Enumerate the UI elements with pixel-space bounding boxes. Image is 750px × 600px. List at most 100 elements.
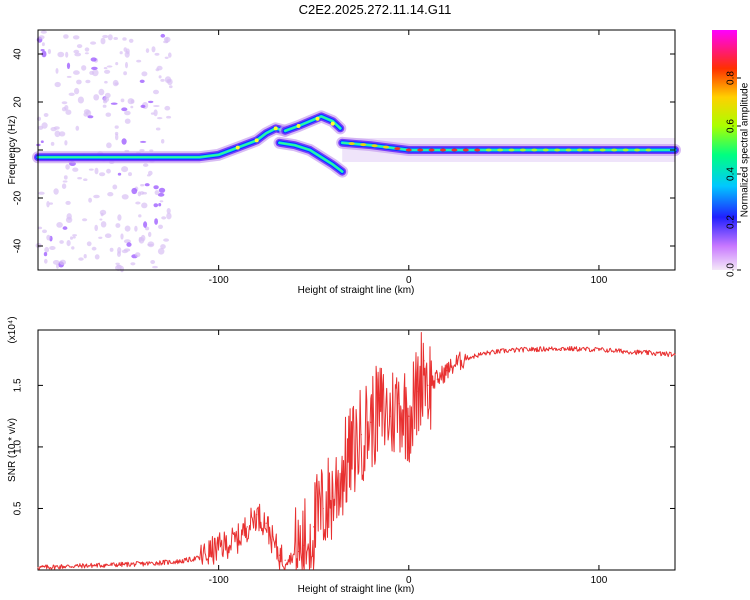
ridge-hotspot (497, 148, 504, 152)
ridge-hotspot (508, 148, 515, 152)
noise-speck (102, 34, 109, 39)
noise-speck (56, 222, 63, 228)
y-tick-label: 40 (13, 48, 24, 60)
ridge-hotspot (315, 116, 320, 121)
noise-speck (55, 68, 59, 74)
noise-speck (65, 200, 71, 205)
noise-speck (123, 71, 127, 76)
noise-speck (166, 115, 172, 119)
snr-frame (37, 329, 676, 571)
noise-speck (99, 172, 106, 177)
x-tick-label: 0 (406, 575, 412, 586)
noise-speck (44, 246, 50, 253)
noise-speck (128, 38, 134, 43)
noise-speck (169, 85, 173, 89)
noise-speck (126, 242, 132, 247)
noise-speck (83, 178, 88, 181)
ridge-hotspot (394, 147, 401, 151)
x-tick-label: 0 (406, 275, 412, 286)
ridge-hotspot (599, 148, 606, 152)
noise-speck (164, 105, 171, 111)
noise-speck (50, 141, 55, 146)
noise-speck (100, 37, 106, 45)
noise-speck (93, 94, 100, 101)
noise-speck (163, 238, 170, 242)
noise-speck (47, 48, 52, 55)
ridge-hotspot (273, 126, 278, 131)
noise-speck (154, 190, 160, 196)
noise-speck (99, 209, 107, 216)
noise-speck (163, 40, 169, 44)
snr-plot (37, 332, 676, 570)
x-tick-label: 100 (591, 575, 608, 586)
noise-speck (57, 51, 65, 58)
noise-speck (88, 197, 92, 203)
noise-speck (115, 133, 119, 141)
ridge-hotspot (542, 148, 549, 152)
colorbar-tick-label: 0.4 (726, 167, 737, 181)
noise-speck (46, 201, 50, 208)
noise-speck (161, 216, 167, 220)
noise-speck (145, 226, 150, 231)
snr-point (65, 565, 68, 567)
ridge-hotspot (519, 148, 526, 152)
ridge-hotspot (485, 148, 492, 152)
snr-point (37, 566, 39, 569)
noise-speck (124, 110, 131, 116)
snr-point (246, 526, 248, 528)
noise-speck (117, 172, 122, 176)
snr-point (199, 557, 201, 559)
noise-speck (53, 188, 59, 195)
noise-speck (104, 80, 108, 84)
ridge-hotspot (296, 124, 301, 128)
snr-point (636, 351, 638, 353)
snr-point (389, 415, 391, 417)
noise-speck (114, 82, 119, 85)
noise-speck (41, 50, 47, 58)
noise-speck (106, 168, 111, 174)
noise-speck (106, 65, 113, 68)
ridge-hotspot (360, 143, 367, 147)
noise-speck (94, 224, 98, 232)
noise-speck (150, 260, 156, 264)
noise-speck (73, 70, 80, 75)
noise-speck (77, 96, 84, 104)
snr-point (332, 495, 334, 497)
ridge-hotspot (417, 148, 424, 152)
colorbar (712, 30, 737, 270)
noise-speck (84, 52, 89, 55)
snr-point (436, 378, 438, 380)
ridge-lower-branch (278, 142, 344, 173)
noise-speck (107, 34, 113, 41)
noise-speck (72, 234, 77, 237)
ridge-hotspot (383, 145, 389, 149)
noise-speck (107, 192, 114, 197)
noise-speck (41, 42, 45, 47)
noise-speck (74, 87, 80, 95)
noise-speck (42, 229, 47, 234)
noise-speck (63, 175, 68, 180)
noise-speck (94, 167, 99, 175)
noise-speck (166, 212, 172, 220)
noise-speck (61, 101, 68, 105)
ridge-hotspot (405, 148, 412, 152)
snr-point (265, 522, 267, 524)
snr-point (303, 544, 305, 547)
ridge-hotspot (348, 142, 355, 146)
snr-point (674, 354, 676, 356)
noise-speck (68, 92, 75, 97)
noise-speck (73, 49, 80, 54)
noise-speck (127, 98, 134, 105)
noise-speck (140, 104, 146, 108)
x-tick-label: 100 (591, 275, 608, 286)
snr-point (503, 350, 505, 352)
noise-speck (82, 218, 88, 222)
snr-axes: -100 0 100 0.5 1.0 1.5 (13, 330, 675, 586)
ridge-hotspot (622, 148, 629, 152)
noise-speck (155, 68, 160, 72)
y-tick-label: -20 (13, 190, 24, 205)
noise-speck (158, 224, 163, 229)
ridge-hotspot (611, 148, 618, 152)
page-title: C2E2.2025.272.11.14.G11 (298, 2, 452, 17)
noise-speck (58, 131, 66, 137)
